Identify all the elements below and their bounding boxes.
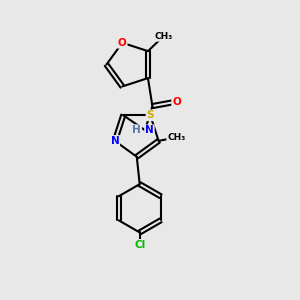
Text: O: O bbox=[118, 38, 127, 48]
Text: CH₃: CH₃ bbox=[167, 133, 185, 142]
Text: Cl: Cl bbox=[134, 240, 145, 250]
Text: H: H bbox=[132, 125, 141, 135]
Text: S: S bbox=[146, 110, 154, 120]
Text: N: N bbox=[145, 125, 154, 135]
Text: CH₃: CH₃ bbox=[154, 32, 172, 41]
Text: N: N bbox=[110, 136, 119, 146]
Text: O: O bbox=[172, 97, 181, 107]
